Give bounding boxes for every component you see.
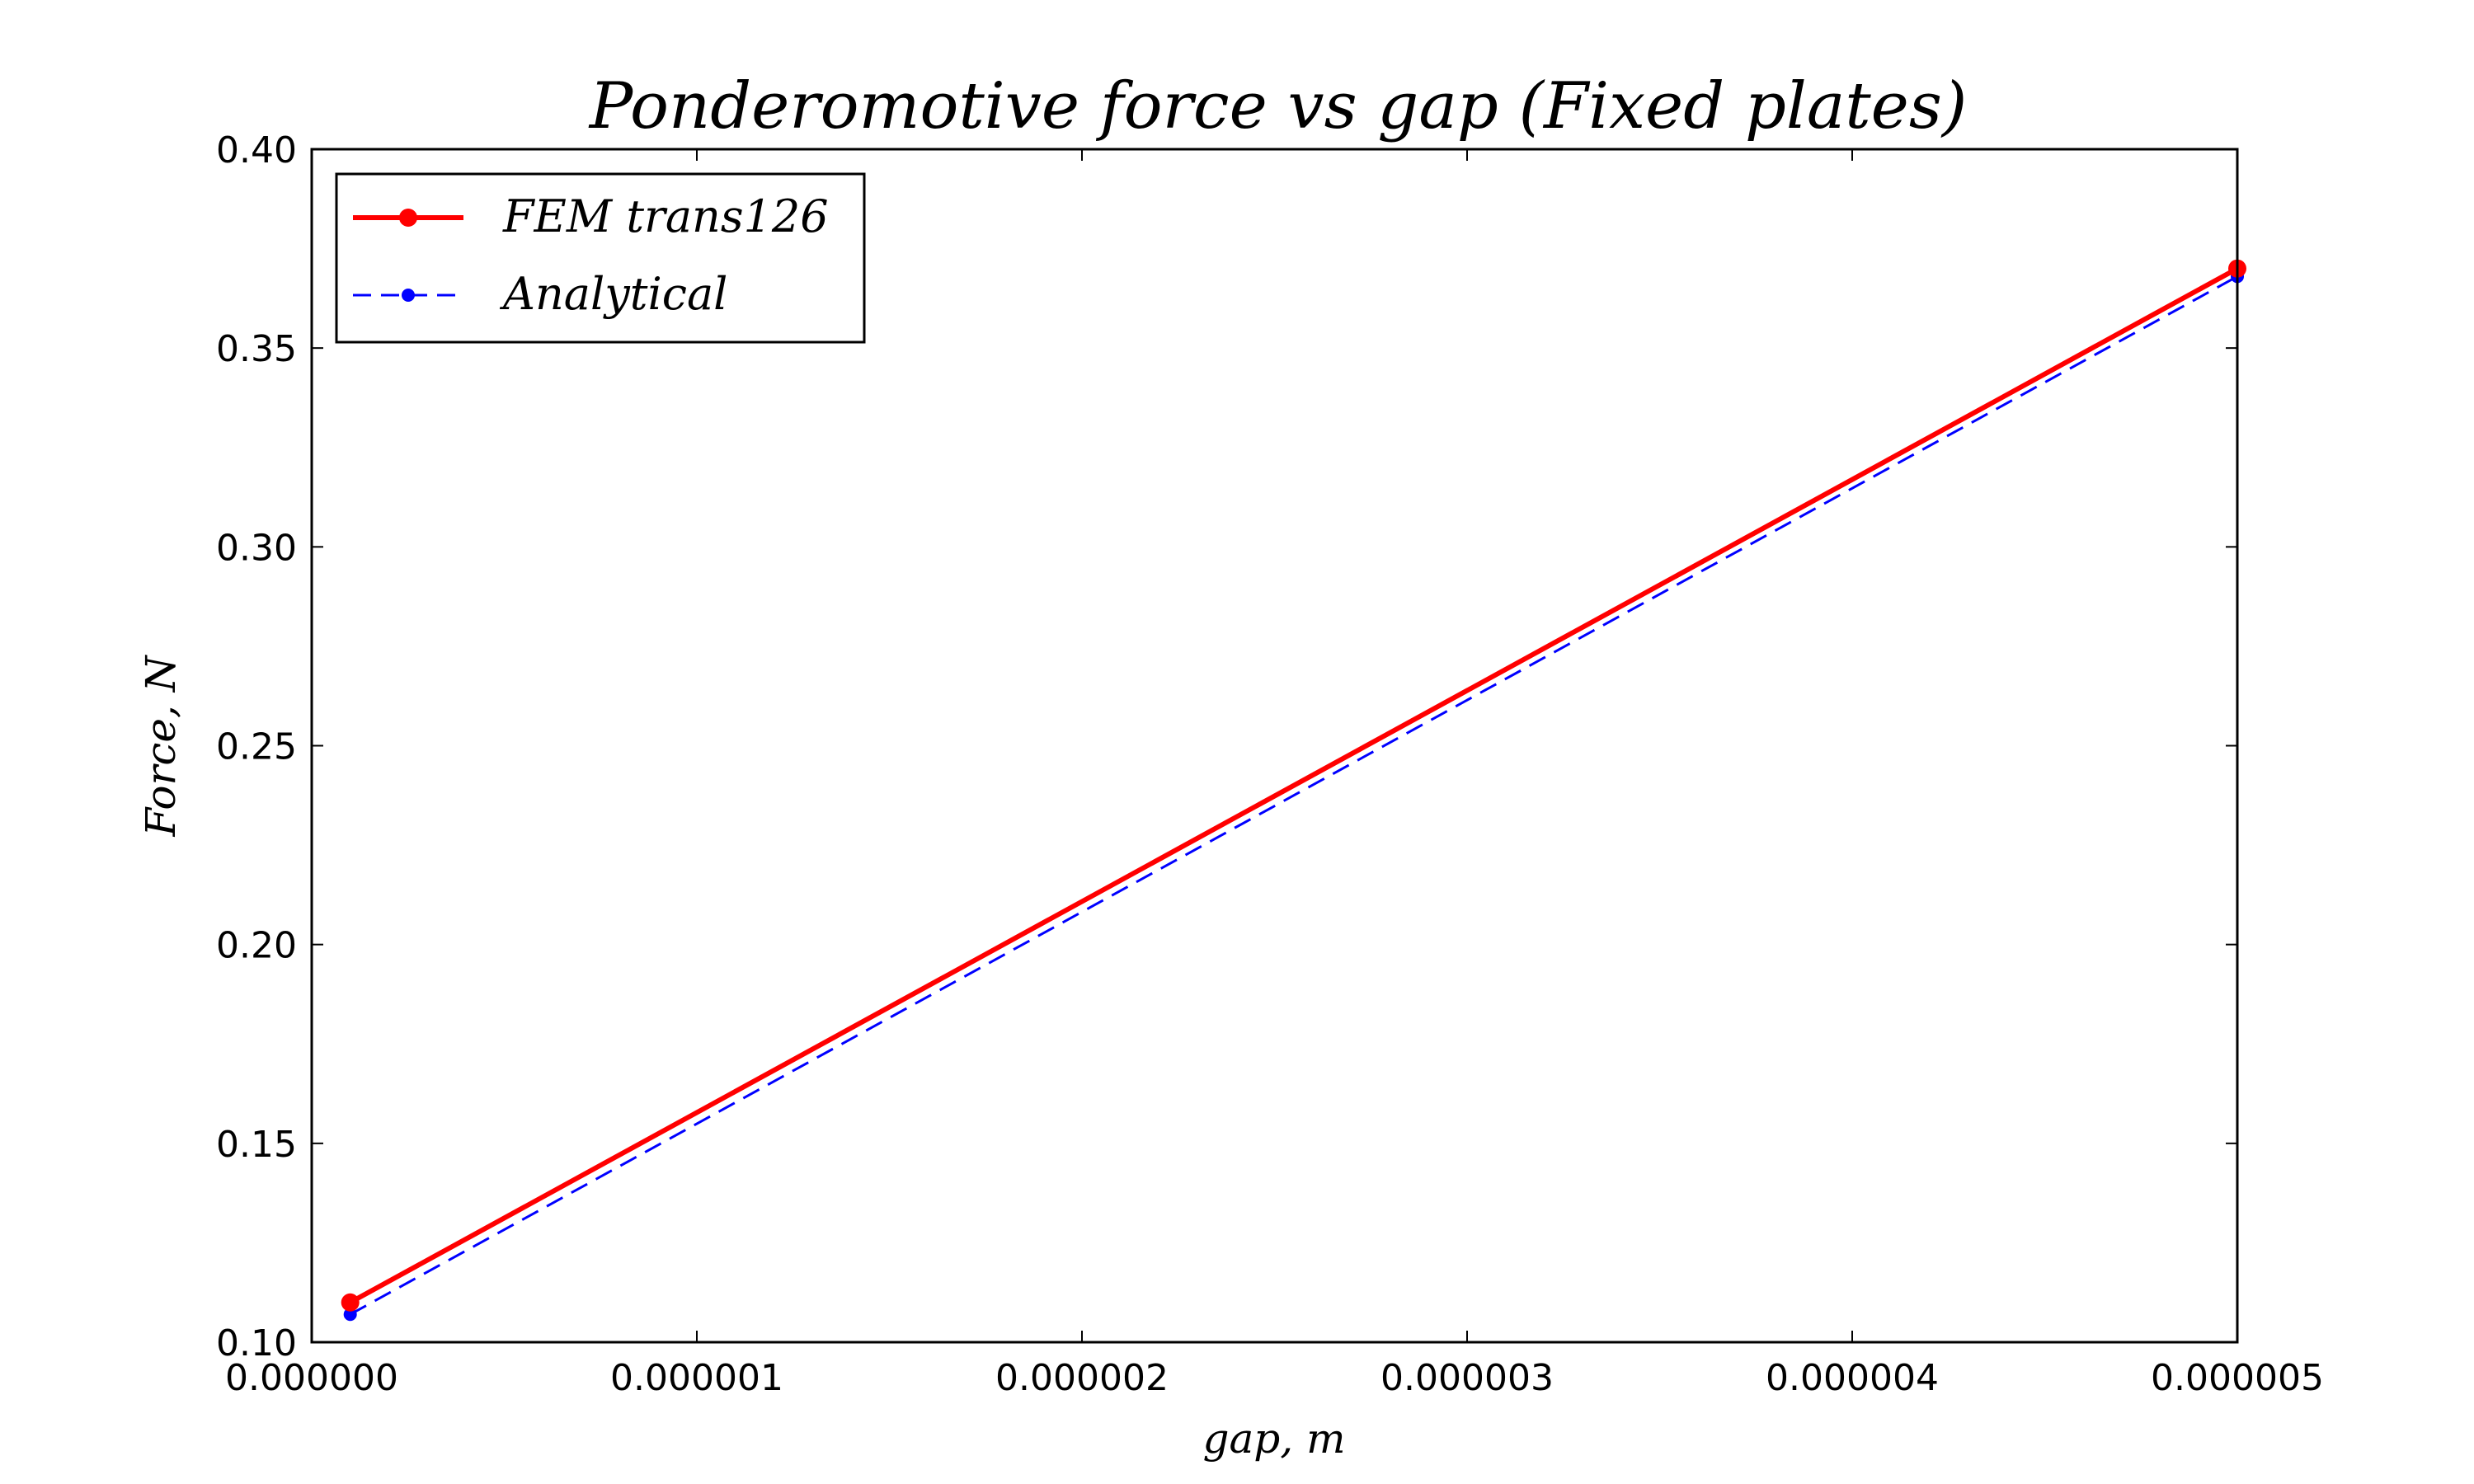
x-tick-label: 0.000004 xyxy=(1766,1357,1939,1399)
series-line-fem-trans126 xyxy=(349,266,2239,1305)
x-tick-label: 0.000005 xyxy=(2151,1357,2324,1399)
y-tick-label: 0.40 xyxy=(216,129,297,171)
y-tick-label: 0.15 xyxy=(216,1124,297,1166)
y-tick-label: 0.10 xyxy=(216,1322,297,1364)
x-tick-label: 0.000001 xyxy=(610,1357,783,1399)
x-axis-label: gap, m xyxy=(1202,1415,1345,1463)
data-point-analytical xyxy=(343,1308,357,1322)
x-tick-label: 0.000000 xyxy=(225,1357,398,1399)
legend-fem-label: FEM trans126 xyxy=(502,190,829,242)
plot-frame xyxy=(310,148,2239,1344)
legend-fem-marker xyxy=(399,209,417,227)
data-point-fem-trans126 xyxy=(341,1293,360,1312)
legend-box xyxy=(335,172,866,344)
chart-title: Ponderomotive force vs gap (Fixed plates… xyxy=(588,69,1968,143)
legend-analytical-marker xyxy=(402,289,415,302)
x-tick-label: 0.000002 xyxy=(995,1357,1169,1399)
series-line-analytical xyxy=(349,275,2238,1316)
legend: FEM trans126 Analytical xyxy=(335,172,866,344)
y-tick-label: 0.30 xyxy=(216,527,297,569)
x-tick-label: 0.000003 xyxy=(1380,1357,1554,1399)
y-tick-label: 0.35 xyxy=(216,328,297,370)
ticks-layer: 0.000000 0.000001 0.000002 0.000003 0.000004… xyxy=(216,129,2324,1399)
legend-analytical-label: Analytical xyxy=(499,268,727,320)
y-tick-label: 0.25 xyxy=(216,726,297,768)
y-tick-label: 0.20 xyxy=(216,925,297,967)
y-axis-label: Force, N xyxy=(137,654,185,837)
